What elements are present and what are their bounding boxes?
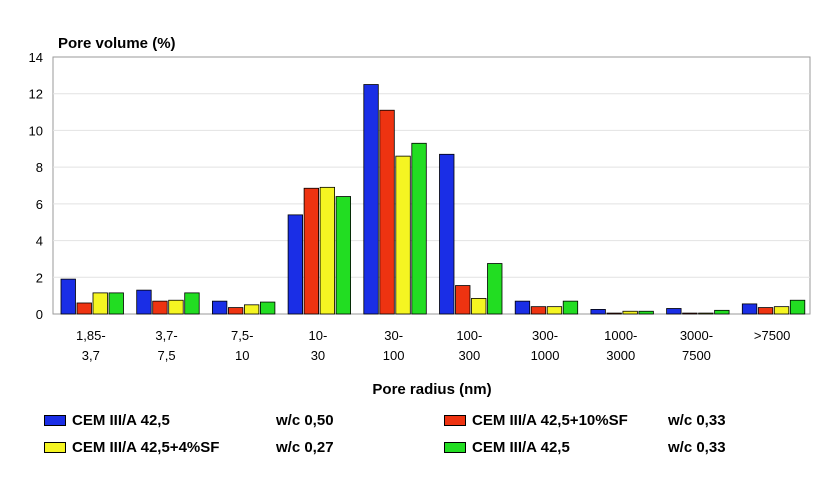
legend-label-1: CEM III/A 42,5: [72, 412, 170, 429]
y-tick-label: 0: [36, 307, 43, 322]
x-tick-label: 7500: [682, 348, 711, 363]
x-axis-title: Pore radius (nm): [372, 381, 491, 398]
x-tick-label: 3000-: [680, 328, 713, 343]
bar-series-3: [319, 186, 336, 315]
legend-wc-4: w/c 0,33: [668, 439, 726, 456]
bar-series-2: [455, 285, 471, 315]
bar-series-1: [136, 289, 152, 315]
bar-series-1: [666, 308, 682, 315]
x-tick-label: 1000: [531, 348, 560, 363]
bar-series-4: [789, 299, 806, 315]
bar-series-2: [682, 312, 698, 315]
bar-series-1: [363, 84, 379, 315]
bar-series-4: [487, 263, 503, 315]
legend-wc-1: w/c 0,50: [276, 412, 334, 429]
bar-series-2: [606, 312, 622, 315]
x-tick-label: 300: [458, 348, 480, 363]
bar-series-1: [590, 309, 606, 315]
legend-wc-2: w/c 0,33: [668, 412, 726, 429]
x-tick-label: 30-: [384, 328, 403, 343]
bar-series-2: [530, 306, 547, 315]
bar-series-2: [152, 300, 168, 315]
bar-series-3: [395, 155, 411, 315]
legend-swatch-3: [44, 442, 66, 453]
y-axis-ticks: 0 2 4 6 8 10 12 14: [29, 50, 43, 322]
bar-series-2: [379, 109, 395, 315]
y-tick-label: 8: [36, 160, 43, 175]
gridlines: [53, 93, 810, 278]
bar-series-4: [714, 309, 730, 315]
y-tick-label: 4: [36, 234, 43, 249]
legend-item-4: CEM III/A 42,5: [444, 439, 570, 456]
bar-series-2: [76, 302, 92, 315]
bar-series-4: [562, 300, 579, 315]
x-axis-ticks: 1,85- 3,7 3,7- 7,5 7,5- 10 10- 30 30- 100 100- 300 3…: [76, 328, 790, 363]
bar-series-1: [287, 214, 304, 315]
y-tick-label: 12: [29, 87, 43, 102]
bar-series-1: [514, 300, 531, 315]
bar-series-3: [92, 292, 108, 315]
y-tick-label: 6: [36, 197, 43, 212]
legend-label-4: CEM III/A 42,5: [472, 439, 570, 456]
legend-swatch-1: [44, 415, 66, 426]
legend-label-2: CEM III/A 42,5+10%SF: [472, 412, 628, 429]
bar-series-2: [757, 307, 774, 315]
bar-series-3: [168, 299, 184, 315]
x-tick-label: 10-: [309, 328, 328, 343]
bar-series-1: [211, 300, 228, 315]
bar-series-2: [303, 187, 320, 315]
x-tick-label: 3,7-: [155, 328, 177, 343]
bars: [60, 84, 806, 315]
bar-series-3: [546, 306, 563, 315]
bar-series-4: [259, 301, 276, 315]
legend-label-3: CEM III/A 42,5+4%SF: [72, 439, 220, 456]
x-tick-label: 1,85-: [76, 328, 106, 343]
x-tick-label: 1000-: [604, 328, 637, 343]
x-tick-label: 100: [383, 348, 405, 363]
x-tick-label: 10: [235, 348, 249, 363]
bar-series-1: [60, 278, 76, 315]
bar-series-4: [335, 196, 352, 315]
y-axis-title: Pore volume (%): [58, 35, 176, 52]
y-tick-label: 14: [29, 50, 43, 65]
legend-item-2: CEM III/A 42,5+10%SF: [444, 412, 628, 429]
bar-series-4: [184, 292, 200, 315]
bar-series-3: [471, 297, 487, 315]
bar-series-4: [411, 142, 427, 315]
bar-series-3: [698, 312, 714, 315]
legend-swatch-2: [444, 415, 466, 426]
bar-series-3: [773, 306, 790, 315]
x-tick-label: 30: [311, 348, 325, 363]
legend-swatch-4: [444, 442, 466, 453]
bar-series-1: [741, 303, 758, 315]
bar-series-4: [108, 292, 124, 315]
bar-series-4: [638, 310, 654, 315]
x-tick-label: 7,5: [158, 348, 176, 363]
y-tick-label: 10: [29, 123, 43, 138]
x-tick-label: 3,7: [82, 348, 100, 363]
bar-series-3: [243, 304, 260, 315]
y-tick-label: 2: [36, 270, 43, 285]
legend-item-1: CEM III/A 42,5: [44, 412, 170, 429]
plot-frame: [52, 56, 811, 315]
bar-series-1: [439, 153, 455, 315]
x-tick-label: >7500: [754, 328, 791, 343]
x-tick-label: 100-: [456, 328, 482, 343]
x-tick-label: 300-: [532, 328, 558, 343]
legend-wc-3: w/c 0,27: [276, 439, 334, 456]
x-tick-label: 3000: [606, 348, 635, 363]
bar-series-2: [227, 307, 244, 315]
legend-item-3: CEM III/A 42,5+4%SF: [44, 439, 219, 456]
x-tick-label: 7,5-: [231, 328, 253, 343]
bar-series-3: [622, 310, 638, 315]
